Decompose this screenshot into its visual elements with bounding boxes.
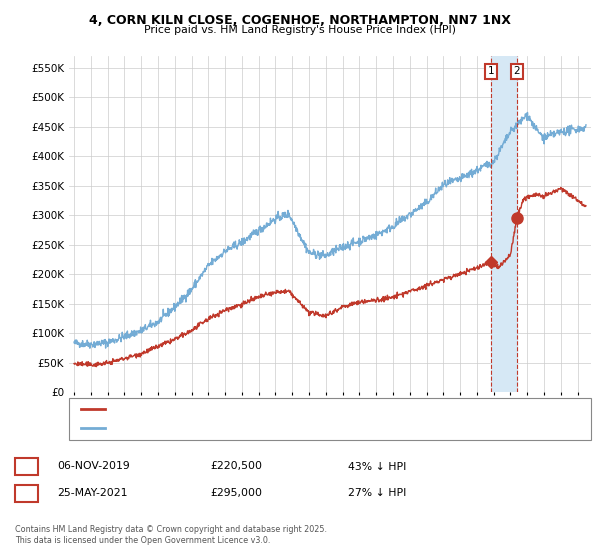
Text: £220,500: £220,500 (210, 461, 262, 472)
Bar (491, 56, 517, 392)
Text: 27% ↓ HPI: 27% ↓ HPI (348, 488, 406, 498)
Text: 2: 2 (23, 488, 30, 498)
Text: 4, CORN KILN CLOSE, COGENHOE, NORTHAMPTON, NN7 1NX: 4, CORN KILN CLOSE, COGENHOE, NORTHAMPTO… (89, 14, 511, 27)
Text: Contains HM Land Registry data © Crown copyright and database right 2025.
This d: Contains HM Land Registry data © Crown c… (15, 525, 327, 545)
Text: 1: 1 (23, 461, 30, 472)
Text: 43% ↓ HPI: 43% ↓ HPI (348, 461, 406, 472)
Text: 06-NOV-2019: 06-NOV-2019 (57, 461, 130, 472)
Text: 2: 2 (514, 66, 520, 76)
Text: 25-MAY-2021: 25-MAY-2021 (57, 488, 128, 498)
Text: 4, CORN KILN CLOSE, COGENHOE, NORTHAMPTON, NN7 1NX (detached house): 4, CORN KILN CLOSE, COGENHOE, NORTHAMPTO… (111, 405, 466, 414)
Text: Price paid vs. HM Land Registry's House Price Index (HPI): Price paid vs. HM Land Registry's House … (144, 25, 456, 35)
Text: £295,000: £295,000 (210, 488, 262, 498)
Text: HPI: Average price, detached house, West Northamptonshire: HPI: Average price, detached house, West… (111, 423, 386, 432)
Text: 1: 1 (488, 66, 494, 76)
